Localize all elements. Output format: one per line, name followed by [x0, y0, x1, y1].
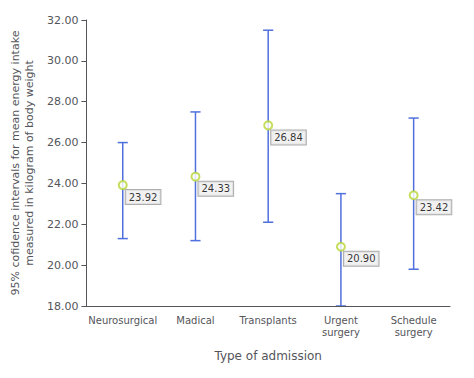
svg-text:28.00: 28.00	[47, 95, 79, 108]
svg-text:30.00: 30.00	[47, 54, 79, 67]
svg-text:23.42: 23.42	[420, 202, 449, 213]
svg-text:26.00: 26.00	[47, 136, 79, 149]
svg-text:95% cofidence intervals for me: 95% cofidence intervals for mean energy …	[9, 30, 22, 295]
svg-text:measured in kilogram of body w: measured in kilogram of body weight	[23, 60, 36, 266]
svg-text:18.00: 18.00	[47, 300, 79, 313]
svg-text:Madical: Madical	[176, 315, 214, 326]
svg-text:24.00: 24.00	[47, 177, 79, 190]
svg-text:Schedule: Schedule	[391, 315, 437, 326]
svg-text:surgery: surgery	[395, 327, 433, 338]
svg-text:Urgent: Urgent	[324, 315, 358, 326]
svg-text:Type of admission: Type of admission	[213, 349, 322, 363]
svg-text:23.92: 23.92	[129, 192, 158, 203]
svg-text:22.00: 22.00	[47, 218, 79, 231]
svg-text:surgery: surgery	[322, 327, 360, 338]
svg-text:26.84: 26.84	[274, 132, 303, 143]
svg-text:Neurosurgical: Neurosurgical	[88, 315, 157, 326]
svg-text:20.00: 20.00	[47, 259, 79, 272]
svg-text:32.00: 32.00	[47, 14, 79, 27]
svg-text:20.90: 20.90	[347, 253, 376, 264]
svg-text:24.33: 24.33	[201, 183, 230, 194]
svg-text:Transplants: Transplants	[239, 315, 297, 326]
